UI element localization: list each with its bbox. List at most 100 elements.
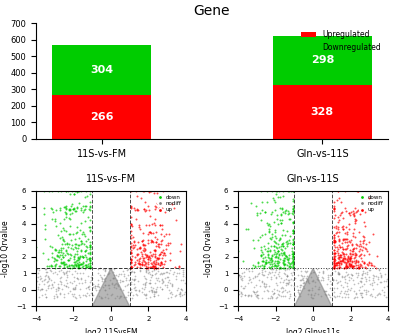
Point (252, 263, 258, 269)
Point (280, 258, 286, 263)
Point (251, 285, 257, 290)
Point (136, 264, 143, 269)
Point (236, 272, 242, 277)
Point (108, 292, 114, 297)
Point (258, 244, 264, 250)
Point (312, 279, 318, 284)
Point (338, 274, 345, 279)
Point (323, 288, 329, 293)
Point (66, 268, 72, 274)
Point (106, 267, 112, 272)
Point (266, 229, 273, 235)
Point (55, 281, 62, 287)
Point (88, 290, 94, 295)
Point (264, 274, 270, 279)
Point (349, 241, 356, 246)
Point (351, 213, 357, 218)
Point (338, 289, 344, 294)
Point (148, 260, 154, 266)
Point (78, 188, 84, 193)
Point (273, 281, 280, 286)
Point (66, 262, 72, 268)
Point (288, 265, 294, 270)
Point (272, 227, 278, 233)
Point (71, 275, 77, 280)
Point (157, 271, 163, 276)
Point (327, 295, 333, 300)
Point (370, 277, 376, 282)
Point (320, 270, 326, 276)
Point (70, 286, 76, 291)
Point (146, 222, 152, 227)
Point (235, 249, 242, 254)
Point (76, 264, 82, 270)
Point (56, 221, 63, 226)
Point (259, 271, 266, 277)
Point (46, 276, 52, 282)
Point (62, 188, 69, 193)
Point (58, 256, 64, 261)
Point (149, 289, 156, 294)
Point (351, 250, 358, 255)
Point (295, 272, 301, 277)
Point (182, 281, 188, 286)
Point (82, 234, 88, 239)
Point (366, 277, 372, 282)
Point (260, 243, 267, 248)
Point (340, 215, 346, 220)
Point (52, 269, 58, 274)
Point (128, 289, 134, 294)
Point (64, 244, 71, 249)
Point (349, 251, 355, 256)
Point (284, 228, 290, 233)
Point (330, 256, 337, 262)
Point (361, 288, 367, 293)
Point (128, 235, 135, 240)
Point (61, 216, 67, 221)
Point (289, 266, 296, 271)
Point (274, 216, 280, 221)
Point (34, 278, 40, 284)
Point (346, 226, 352, 231)
Point (268, 294, 275, 300)
Point (370, 286, 376, 292)
Point (128, 214, 135, 220)
Point (118, 293, 124, 299)
Point (139, 290, 145, 295)
Point (128, 228, 135, 233)
Point (239, 292, 245, 297)
Point (269, 253, 276, 258)
Point (166, 231, 172, 236)
Point (158, 250, 165, 255)
Point (330, 247, 337, 252)
Point (152, 235, 158, 240)
Point (87, 265, 94, 270)
Point (82, 262, 89, 267)
Point (141, 246, 147, 251)
Text: 298: 298 (311, 55, 334, 65)
Point (148, 222, 155, 227)
Point (352, 291, 359, 296)
Point (160, 271, 166, 276)
Point (142, 208, 148, 214)
Point (284, 273, 290, 278)
Point (64, 250, 70, 256)
Point (336, 229, 343, 235)
Point (71, 191, 78, 196)
Point (364, 262, 370, 267)
Point (58, 245, 64, 251)
Point (366, 251, 372, 256)
Point (168, 294, 174, 300)
Point (63, 269, 70, 274)
Point (128, 204, 135, 209)
Point (276, 280, 283, 285)
Point (128, 250, 135, 256)
Point (42, 266, 48, 271)
Point (97, 272, 104, 277)
Point (87, 263, 94, 268)
Point (284, 273, 290, 278)
Point (373, 281, 380, 286)
Point (344, 265, 350, 270)
Point (157, 270, 164, 276)
Point (335, 214, 341, 220)
